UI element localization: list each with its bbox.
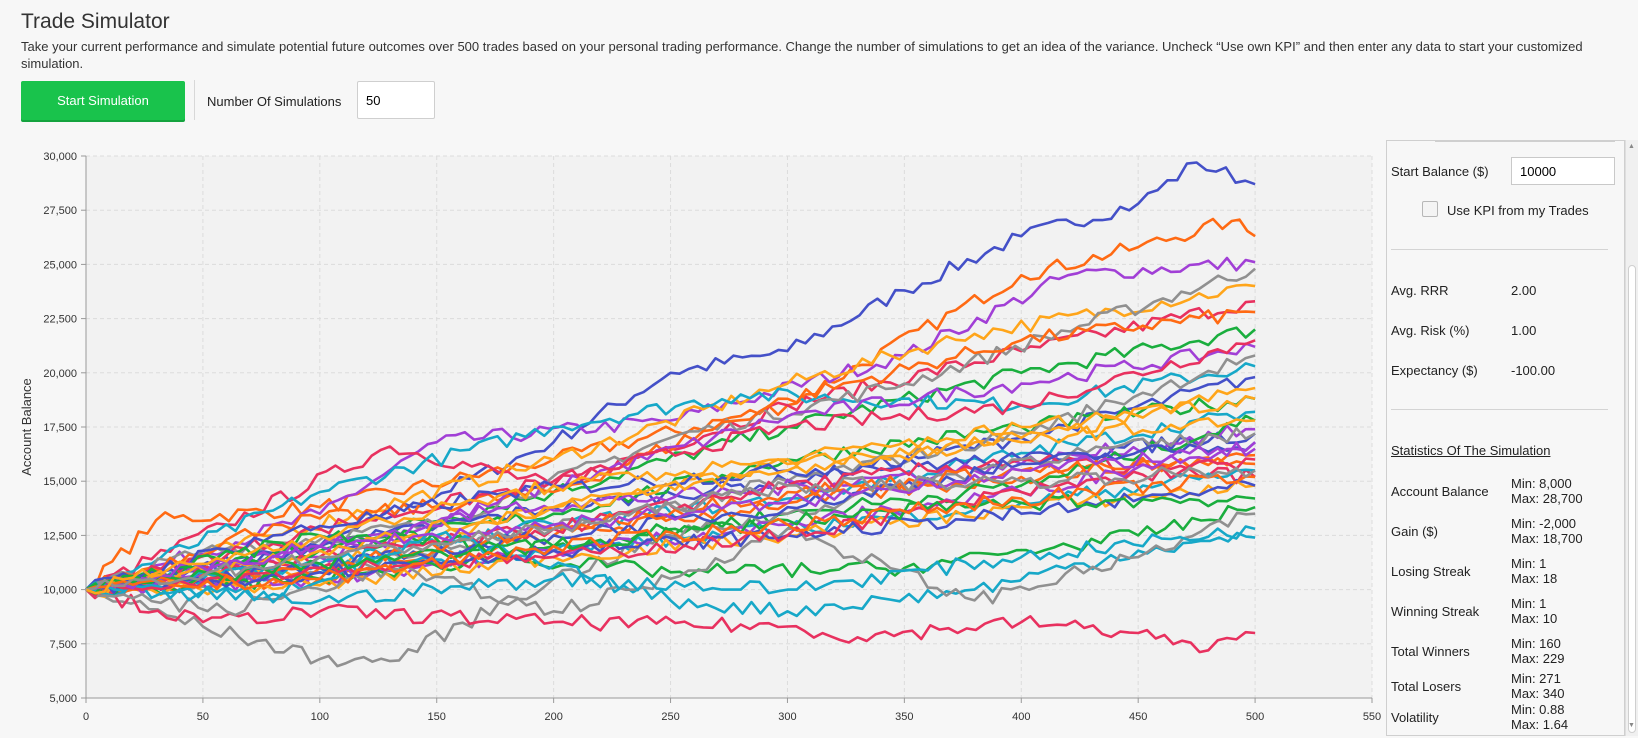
- simulation-chart: 0 50 100 150 200 250 300 350 400 450 500 550 5,000 7,…: [19, 151, 1381, 723]
- stat-max: Max: 340: [1511, 686, 1565, 701]
- y-tick-label: 10,000: [43, 585, 77, 597]
- x-tick-label: 250: [661, 711, 679, 723]
- y-tick-label: 12,500: [43, 530, 77, 542]
- page-title: Trade Simulator: [21, 10, 170, 33]
- x-tick-label: 150: [428, 711, 446, 723]
- simulation-line: [85, 474, 1256, 591]
- stats-title: Statistics Of The Simulation: [1391, 443, 1551, 458]
- start-balance-input[interactable]: [1511, 157, 1615, 185]
- y-tick-label: 17,500: [43, 422, 77, 434]
- kpi-value: 1.00: [1511, 323, 1537, 338]
- simulation-line: [85, 414, 1256, 593]
- stat-max: Max: 1.64: [1511, 717, 1569, 732]
- y-tick-label: 20,000: [43, 368, 77, 380]
- toolbar-separator: [194, 80, 195, 120]
- panel-divider: [1391, 409, 1608, 410]
- y-tick-label: 27,500: [43, 205, 77, 217]
- use-kpi-checkbox[interactable]: [1422, 201, 1438, 217]
- simulation-line: [85, 457, 1256, 597]
- stat-min: Min: 160: [1511, 636, 1561, 651]
- kpi-label: Avg. RRR: [1391, 283, 1449, 298]
- page-description: Take your current performance and simula…: [21, 39, 1583, 71]
- simulation-line: [85, 256, 1256, 594]
- start-balance-label: Start Balance ($): [1391, 164, 1489, 179]
- stat-min: Min: 8,000: [1511, 476, 1572, 491]
- scroll-down-icon[interactable]: ▼: [1628, 722, 1635, 729]
- simulation-line: [85, 457, 1256, 594]
- x-tick-label: 400: [1012, 711, 1030, 723]
- panel-divider: [1391, 249, 1608, 250]
- x-tick-label: 550: [1363, 711, 1381, 723]
- stat-label: Gain ($): [1391, 524, 1438, 539]
- y-axis-label: Account Balance: [19, 378, 34, 476]
- x-tick-label: 350: [895, 711, 913, 723]
- x-tick-label: 300: [778, 711, 796, 723]
- kpi-label: Expectancy ($): [1391, 363, 1478, 378]
- simulation-line: [85, 466, 1256, 591]
- simulation-line: [85, 441, 1256, 591]
- panel-top-divider: [1435, 141, 1615, 142]
- simulation-line: [85, 511, 1256, 617]
- stat-min: Min: 0.88: [1511, 702, 1565, 717]
- stat-min: Min: 1: [1511, 596, 1547, 611]
- stat-label: Volatility: [1391, 710, 1439, 725]
- series-layer: [85, 161, 1256, 668]
- use-kpi-label[interactable]: Use KPI from my Trades: [1447, 203, 1589, 218]
- x-tick-label: 0: [83, 711, 89, 723]
- stat-label: Winning Streak: [1391, 604, 1480, 619]
- stat-label: Losing Streak: [1391, 564, 1471, 579]
- stat-min: Min: 271: [1511, 671, 1561, 686]
- y-tick-label: 30,000: [43, 151, 77, 163]
- simulation-line: [85, 217, 1256, 591]
- settings-panel: Start Balance ($) Use KPI from my Trades…: [1386, 140, 1625, 736]
- x-tick-label: 500: [1246, 711, 1264, 723]
- stat-max: Max: 28,700: [1511, 491, 1583, 506]
- y-tick-label: 7,500: [49, 639, 77, 651]
- stat-max: Max: 229: [1511, 651, 1565, 666]
- axis-layer: 0 50 100 150 200 250 300 350 400 450 500 550 5,000 7,…: [43, 151, 1381, 723]
- y-tick-label: 15,000: [43, 476, 77, 488]
- simulation-line: [85, 395, 1256, 595]
- stat-max: Max: 18,700: [1511, 531, 1583, 546]
- x-tick-label: 50: [197, 711, 209, 723]
- start-simulation-button[interactable]: Start Simulation: [21, 81, 185, 120]
- simulation-line: [85, 309, 1256, 591]
- stat-min: Min: 1: [1511, 556, 1547, 571]
- x-tick-label: 100: [311, 711, 329, 723]
- panel-scrollbar[interactable]: ▲ ▼: [1625, 140, 1638, 736]
- simulation-line: [85, 588, 1256, 654]
- scrollbar-thumb[interactable]: [1628, 265, 1636, 733]
- scroll-up-icon[interactable]: ▲: [1628, 143, 1635, 150]
- stat-label: Account Balance: [1391, 484, 1489, 499]
- x-tick-label: 200: [544, 711, 562, 723]
- y-tick-label: 22,500: [43, 314, 77, 326]
- grid-layer: [85, 155, 1373, 699]
- kpi-label: Avg. Risk (%): [1391, 323, 1470, 338]
- kpi-value: -100.00: [1511, 363, 1556, 378]
- y-tick-label: 25,000: [43, 259, 77, 271]
- num-simulations-label: Number Of Simulations: [207, 94, 342, 109]
- simulation-line: [85, 525, 1256, 605]
- stat-label: Total Losers: [1391, 679, 1462, 694]
- stat-label: Total Winners: [1391, 644, 1470, 659]
- kpi-value: 2.00: [1511, 283, 1537, 298]
- y-tick-label: 5,000: [49, 693, 77, 705]
- stat-max: Max: 10: [1511, 611, 1558, 626]
- simulation-line: [85, 362, 1256, 591]
- stat-max: Max: 18: [1511, 571, 1558, 586]
- stat-min: Min: -2,000: [1511, 516, 1577, 531]
- simulation-line: [85, 339, 1256, 591]
- x-tick-label: 450: [1129, 711, 1147, 723]
- num-simulations-input[interactable]: [357, 81, 435, 119]
